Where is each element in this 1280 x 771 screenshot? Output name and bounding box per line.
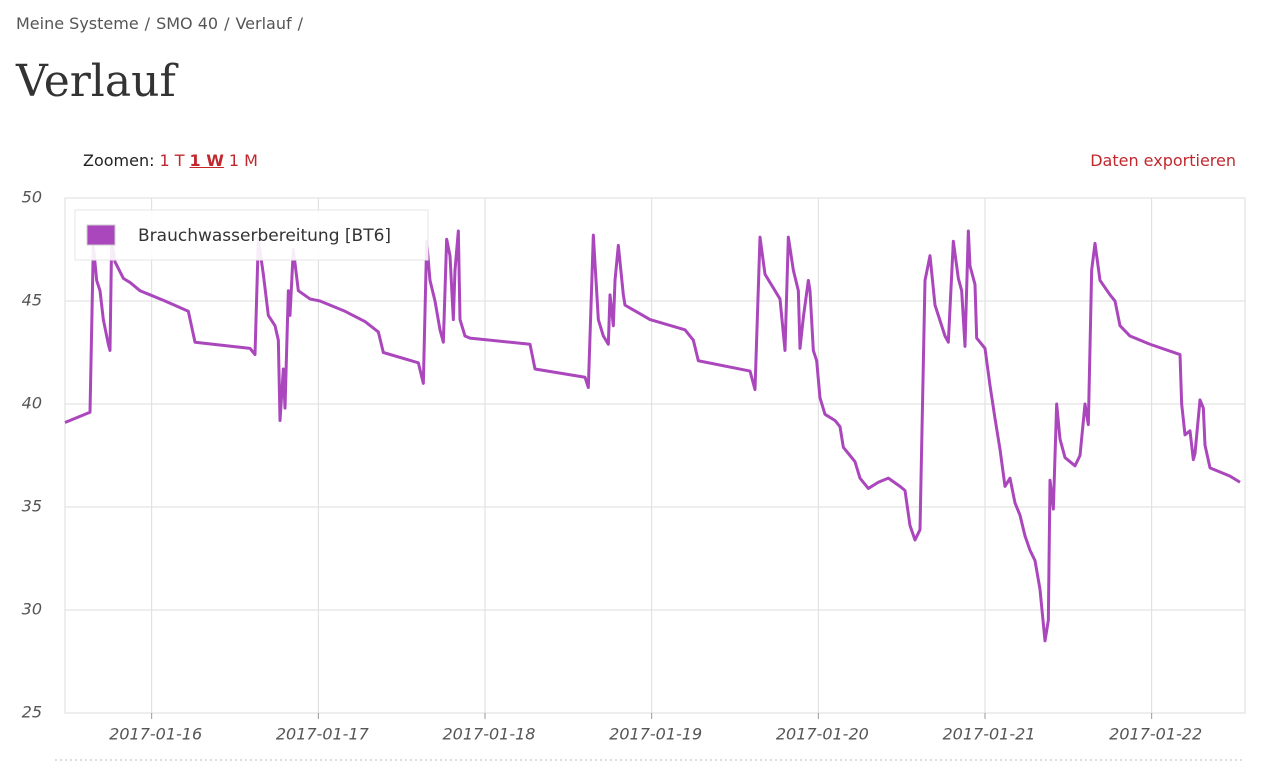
plot-area	[64, 197, 1246, 714]
export-link[interactable]: Daten exportieren	[1090, 151, 1236, 170]
breadcrumb: Meine Systeme / SMO 40 / Verlauf /	[16, 14, 309, 33]
x-tick-label: 2017-01-21	[943, 725, 1036, 744]
breadcrumb-item[interactable]: Meine Systeme	[16, 14, 139, 33]
breadcrumb-separator: /	[224, 14, 230, 33]
y-tick-label: 30	[22, 600, 42, 619]
breadcrumb-item[interactable]: Verlauf	[235, 14, 292, 33]
zoom-label: Zoomen:	[83, 151, 155, 170]
breadcrumb-item[interactable]: SMO 40	[156, 14, 219, 33]
y-tick-label: 25	[22, 703, 42, 722]
legend-box	[74, 209, 429, 261]
x-tick-label: 2017-01-16	[109, 725, 202, 744]
y-tick-label: 40	[22, 394, 42, 413]
x-tick-label: 2017-01-20	[776, 725, 869, 744]
x-tick-label: 2017-01-18	[443, 725, 536, 744]
zoom-option[interactable]: 1 W	[189, 151, 224, 170]
breadcrumb-separator: /	[144, 14, 151, 33]
legend-label: Brauchwasserbereitung [BT6]	[138, 226, 391, 246]
y-tick-label: 35	[22, 497, 42, 516]
y-tick-label: 50	[22, 188, 42, 207]
x-tick-label: 2017-01-22	[1109, 725, 1202, 744]
legend-swatch	[86, 224, 116, 246]
page-title: Verlauf	[16, 56, 176, 107]
data-line	[64, 229, 1241, 643]
x-tick-label: 2017-01-17	[276, 725, 370, 744]
breadcrumb-separator: /	[297, 14, 303, 33]
x-tick-label: 2017-01-19	[609, 725, 702, 744]
zoom-option[interactable]: 1 M	[228, 151, 258, 170]
zoom-option[interactable]: 1 T	[159, 151, 185, 170]
y-tick-label: 45	[22, 291, 42, 310]
